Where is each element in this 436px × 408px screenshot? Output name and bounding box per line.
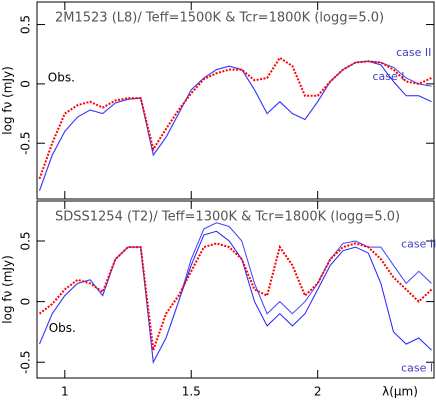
y-axis-label: log fν (mJy) bbox=[1, 255, 15, 324]
y-tick-label: 0 bbox=[19, 298, 33, 306]
y-tick-label: 0.5 bbox=[19, 231, 33, 250]
x-axis-label: λ(μm) bbox=[382, 385, 418, 399]
model-line bbox=[39, 230, 432, 364]
x-tick-label: 1 bbox=[61, 385, 69, 399]
panel-title: SDSS1254 (T2)/ Teff=1300K & Tcr=1800K (l… bbox=[55, 210, 400, 225]
series-label: case I bbox=[372, 70, 404, 83]
plot-frame bbox=[36, 200, 435, 379]
series-label: case I bbox=[401, 361, 433, 374]
model-line bbox=[39, 60, 432, 191]
series-group bbox=[38, 56, 432, 191]
y-tick-label: 0.5 bbox=[19, 15, 33, 34]
y-tick-label: 0 bbox=[19, 80, 33, 88]
series-label: Obs. bbox=[48, 70, 75, 84]
x-tick-label: 2 bbox=[314, 385, 322, 399]
y-axis-label: log fν (mJy) bbox=[1, 66, 15, 135]
series-label: case II bbox=[396, 46, 431, 59]
y-tick-label: -0.5 bbox=[19, 132, 33, 155]
plot-frame bbox=[36, 1, 435, 200]
series-group bbox=[38, 222, 433, 364]
series-label: case II bbox=[401, 238, 436, 251]
observed-line bbox=[38, 242, 433, 351]
series-label: Obs. bbox=[49, 321, 76, 335]
x-tick-label: 1.5 bbox=[182, 385, 201, 399]
y-tick-label: -0.5 bbox=[19, 351, 33, 374]
model-line bbox=[39, 222, 432, 364]
panel-title: 2M1523 (L8)/ Teff=1500K & Tcr=1800K (log… bbox=[55, 11, 384, 26]
